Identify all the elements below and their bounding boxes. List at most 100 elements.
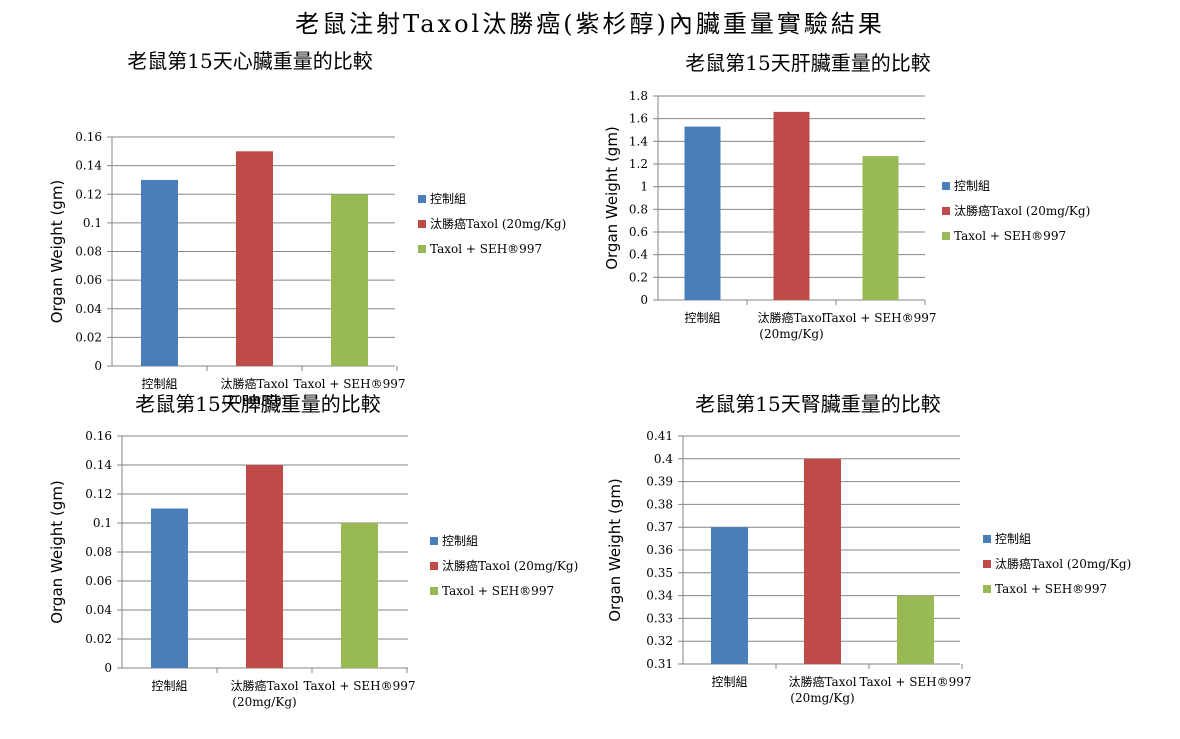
legend-taxol-swatch (942, 207, 950, 215)
category-label: 汰勝癌Taxol (788, 674, 856, 689)
chart-svg: 老鼠第15天肝臟重量的比較 0 0.2 0.4 0.6 0.8 1 1.2 1.4 1.6 1.8 控… (603, 51, 1090, 341)
y-axis-label: Organ Weight (gm) (48, 180, 66, 324)
y-tick-label: 0.37 (646, 520, 673, 534)
y-tick-label: 0.12 (85, 487, 112, 501)
control-bar (141, 179, 178, 366)
category-label: (20mg/Kg) (759, 327, 823, 341)
category-label: 控制組 (711, 675, 747, 689)
y-tick-label: 0.1 (93, 516, 112, 530)
y-tick-label: 0.4 (629, 248, 648, 262)
legend-control-swatch (418, 195, 426, 203)
control-bar (684, 126, 721, 300)
legend-combo-label: Taxol + SEH®997 (430, 242, 542, 256)
y-tick-label: 0.04 (85, 603, 112, 617)
y-tick-label: 0.1 (83, 216, 102, 230)
legend-taxol-label: 汰勝癌Taxol (20mg/Kg) (430, 216, 566, 231)
control-bar (711, 527, 748, 664)
category-label: Taxol + SEH®997 (293, 377, 405, 391)
chart-title: 老鼠第15天心臟重量的比較 (127, 49, 372, 73)
y-axis-label: Organ Weight (gm) (603, 126, 621, 270)
y-tick-label: 0.08 (85, 545, 112, 559)
category-label: 汰勝癌Taxol (230, 678, 298, 693)
y-tick-label: 0.16 (75, 130, 102, 144)
y-tick-label: 0.41 (646, 429, 673, 443)
category-label: (20mg/Kg) (790, 691, 854, 705)
legend-control-label: 控制組 (954, 179, 990, 193)
y-tick-label: 0.06 (75, 273, 102, 287)
y-tick-label: 1.2 (629, 157, 648, 171)
chart-title: 老鼠第15天肝臟重量的比較 (685, 51, 930, 75)
y-tick-label: 0.08 (75, 245, 102, 259)
y-tick-label: 0.38 (646, 497, 673, 511)
legend-combo-swatch (983, 585, 991, 593)
y-tick-label: 0.35 (646, 566, 673, 580)
y-tick-label: 1.6 (629, 112, 648, 126)
legend-combo-swatch (430, 587, 438, 595)
y-tick-label: 0.8 (629, 202, 648, 216)
y-tick-label: 1.8 (629, 89, 648, 103)
y-tick-label: 0.39 (646, 475, 673, 489)
y-tick-label: 0.14 (75, 159, 102, 173)
taxol-bar (773, 111, 810, 300)
liver-weight-chart: 老鼠第15天肝臟重量的比較 0 0.2 0.4 0.6 0.8 1 1.2 1.4 1.6 1.8 控… (590, 40, 1180, 370)
y-axis-label: Organ Weight (gm) (48, 480, 66, 624)
y-axis-label: Organ Weight (gm) (606, 478, 624, 622)
legend-taxol-label: 汰勝癌Taxol (20mg/Kg) (995, 556, 1131, 571)
legend-combo-label: Taxol + SEH®997 (954, 229, 1066, 243)
y-tick-label: 0.33 (646, 611, 673, 625)
taxol-bar (236, 151, 273, 366)
y-tick-label: 0.32 (646, 634, 673, 648)
category-label: Taxol + SEH®997 (859, 675, 971, 689)
legend-combo-label: Taxol + SEH®997 (995, 582, 1107, 596)
y-tick-label: 1 (640, 180, 648, 194)
y-tick-label: 0.34 (646, 589, 673, 603)
y-tick-label: 0.6 (629, 225, 648, 239)
legend-combo-swatch (942, 232, 950, 240)
legend-control-swatch (430, 537, 438, 545)
legend-control-label: 控制組 (995, 532, 1031, 546)
legend-control-label: 控制組 (442, 534, 478, 548)
category-label: 控制組 (684, 311, 720, 325)
y-tick-label: 0 (94, 359, 102, 373)
y-tick-label: 0.02 (75, 330, 102, 344)
category-label: 汰勝癌Taxol (220, 376, 288, 391)
y-tick-label: 0.04 (75, 302, 102, 316)
y-tick-label: 0.16 (85, 429, 112, 443)
category-label: (20mg/Kg) (222, 393, 286, 407)
combo-bar (862, 156, 899, 300)
category-label: 控制組 (151, 679, 187, 693)
page-title: 老鼠注射Taxol汰勝癌(紫杉醇)內臟重量實驗結果 (295, 10, 885, 38)
category-label: Taxol + SEH®997 (824, 311, 936, 325)
chart-title: 老鼠第15天腎臟重量的比較 (695, 392, 940, 416)
legend-control-label: 控制組 (430, 192, 466, 206)
legend-combo-swatch (418, 245, 426, 253)
chart-svg: 老鼠第15天腎臟重量的比較 0.31 0.32 0.33 0.34 0.35 0.36 0.3… (606, 392, 1131, 705)
chart-svg: 老鼠第15天脾臟重量的比較 0 0.02 0.04 0.06 0.08 0.1 0.12 0.1… (48, 392, 578, 709)
category-label: Taxol + SEH®997 (303, 679, 415, 693)
taxol-bar (804, 458, 841, 664)
y-tick-label: 0.2 (629, 270, 648, 284)
chart-title: 老鼠第15天脾臟重量的比較 (135, 392, 380, 416)
y-tick-label: 0 (640, 293, 648, 307)
combo-bar (341, 523, 378, 668)
y-tick-label: 0.31 (646, 657, 673, 671)
legend-taxol-swatch (418, 220, 426, 228)
y-tick-label: 0.06 (85, 574, 112, 588)
category-label: (20mg/Kg) (232, 695, 296, 709)
control-bar (151, 508, 188, 668)
y-tick-label: 0.12 (75, 187, 102, 201)
legend-taxol-swatch (430, 562, 438, 570)
y-tick-label: 0.02 (85, 632, 112, 646)
combo-bar (897, 595, 934, 664)
taxol-bar (246, 465, 283, 668)
kidney-weight-chart: 老鼠第15天腎臟重量的比較 0.31 0.32 0.33 0.34 0.35 0.36 0.3… (590, 380, 1180, 739)
legend-taxol-swatch (983, 560, 991, 568)
legend-taxol-label: 汰勝癌Taxol (20mg/Kg) (954, 203, 1090, 218)
y-tick-label: 0.36 (646, 543, 673, 557)
legend-control-swatch (983, 535, 991, 543)
legend-taxol-label: 汰勝癌Taxol (20mg/Kg) (442, 558, 578, 573)
category-label: 控制組 (141, 377, 177, 391)
spleen-weight-chart: 老鼠第15天脾臟重量的比較 0 0.02 0.04 0.06 0.08 0.1 0.12 0.1… (0, 380, 600, 739)
combo-bar (331, 194, 368, 366)
y-tick-label: 0 (104, 661, 112, 675)
